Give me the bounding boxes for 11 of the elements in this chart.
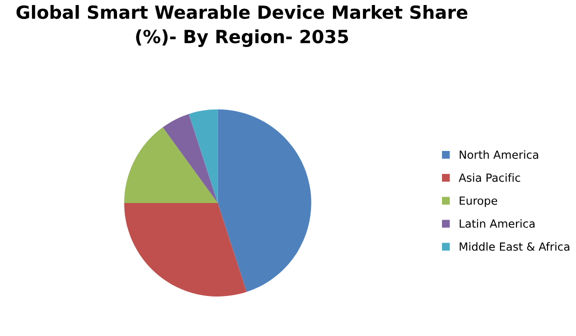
legend-label: North America bbox=[460, 150, 538, 159]
pie-slice bbox=[124, 127, 218, 203]
pie-slice bbox=[218, 109, 312, 292]
pie-slice bbox=[188, 109, 218, 203]
legend-label: Europe bbox=[460, 196, 498, 207]
legend-label: Asia Pacific bbox=[458, 173, 520, 182]
pie-slice bbox=[124, 202, 247, 296]
legend-label: Latin America bbox=[460, 219, 535, 228]
chart-title: Global Smart Wearable Device Market Share (%)- By Region- 2035 bbox=[16, 5, 468, 47]
legend-label: Middle East & Africa bbox=[460, 242, 570, 251]
pie-slice bbox=[162, 114, 218, 203]
